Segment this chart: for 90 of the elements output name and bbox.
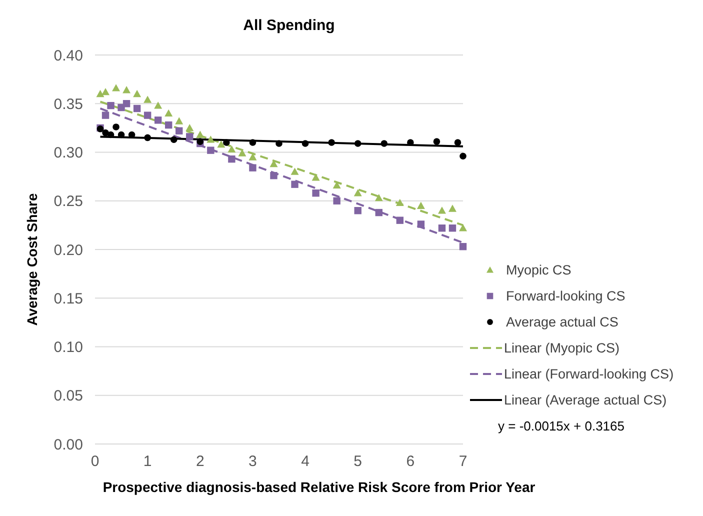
text: y = -0.0015x + 0.3165: [498, 418, 624, 434]
point: [154, 116, 162, 124]
point: [133, 90, 142, 98]
point: [144, 96, 152, 103]
point: [112, 124, 120, 130]
point: [102, 88, 110, 96]
point: [459, 242, 467, 250]
y-tick-label: 0.40: [54, 47, 83, 64]
chart-title: All Spending: [243, 17, 335, 34]
point: [249, 139, 256, 146]
point: [354, 140, 362, 147]
point: [396, 198, 404, 206]
point: [107, 131, 114, 138]
x-tick-label: 5: [354, 453, 362, 470]
legend-label: Linear (Myopic CS): [504, 340, 620, 356]
point: [165, 121, 172, 129]
point: [118, 131, 125, 138]
point: [176, 127, 183, 134]
point: [416, 202, 425, 209]
x-tick-label: 3: [248, 453, 257, 470]
x-tick-label: 1: [143, 453, 152, 470]
point: [175, 117, 184, 124]
point: [186, 133, 194, 140]
legend-label: Forward-looking CS: [506, 288, 626, 304]
point: [290, 168, 299, 175]
point: [206, 136, 215, 143]
legend-label: Myopic CS: [506, 262, 572, 278]
y-tick-label: 0.25: [54, 193, 83, 210]
point: [433, 138, 440, 145]
legend-label: Linear (Average actual CS): [504, 392, 667, 408]
point: [196, 138, 204, 145]
x-tick-label: 4: [301, 453, 310, 470]
point: [223, 139, 230, 146]
point: [276, 140, 282, 147]
point: [448, 204, 456, 212]
point: [354, 207, 362, 214]
y-tick-label: 0.30: [54, 144, 83, 162]
point: [133, 104, 141, 112]
point: [164, 109, 173, 117]
point: [228, 145, 236, 153]
point: [186, 124, 194, 132]
point: [196, 130, 204, 138]
y-tick-label: 0.35: [54, 96, 83, 113]
x-axis-title: Prospective diagnosis-based Relative Risk Score from Prior Year: [102, 479, 536, 495]
point: [302, 140, 309, 147]
x-tick-label: 7: [458, 453, 468, 470]
y-tick-label: 0.00: [54, 436, 83, 454]
point: [228, 155, 236, 163]
point: [112, 84, 120, 92]
point: [328, 139, 335, 146]
point: [459, 224, 467, 232]
legend-label: Average actual CS: [506, 314, 618, 330]
point: [248, 153, 257, 160]
point: [396, 216, 404, 224]
x-tick-label: 0: [90, 453, 100, 470]
point: [102, 112, 110, 119]
point: [144, 112, 152, 119]
legend-label: Linear (Forward-looking CS): [504, 366, 674, 382]
point: [291, 180, 298, 188]
point: [207, 146, 214, 154]
y-tick-label: 0.20: [54, 242, 83, 259]
point: [107, 102, 114, 110]
point: [333, 197, 340, 204]
point: [122, 100, 130, 108]
x-tick-label: 2: [196, 453, 204, 470]
point: [270, 172, 278, 180]
y-tick-label: 0.10: [54, 339, 83, 356]
point: [438, 206, 446, 214]
y-tick-label: 0.05: [54, 388, 83, 405]
point: [375, 208, 382, 216]
point: [448, 224, 456, 232]
point: [460, 152, 466, 160]
point: [312, 189, 320, 197]
point: [417, 220, 425, 228]
y-axis-title: Average Cost Share: [24, 193, 40, 326]
point: [154, 102, 162, 109]
point: [96, 90, 104, 98]
y-tick-label: 0.15: [54, 290, 83, 308]
point: [170, 136, 178, 144]
point: [144, 134, 151, 142]
x-tick-label: 6: [406, 453, 415, 470]
point: [122, 86, 131, 94]
point: [380, 140, 388, 147]
point: [217, 140, 226, 148]
point: [374, 194, 383, 202]
point: [438, 224, 446, 232]
point: [454, 139, 462, 146]
point: [354, 189, 362, 196]
point: [249, 164, 256, 172]
point: [312, 174, 320, 181]
